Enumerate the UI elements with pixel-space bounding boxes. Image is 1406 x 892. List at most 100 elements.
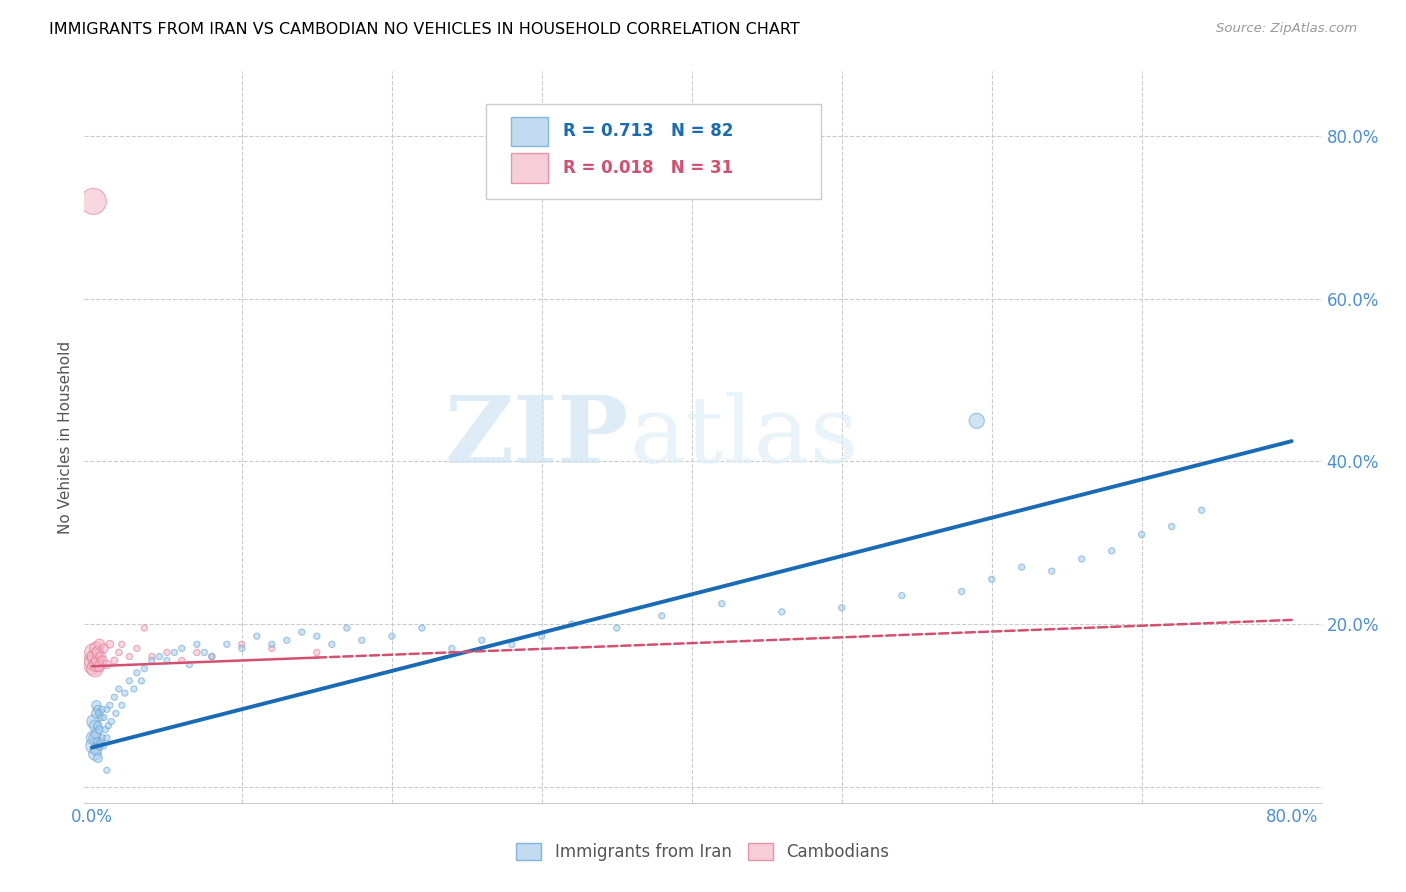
Point — [93, 710, 115, 724]
Text: Source: ZipAtlas.com: Source: ZipAtlas.com — [1216, 22, 1357, 36]
Point — [98, 637, 121, 651]
Point — [111, 637, 134, 651]
Point — [82, 657, 104, 672]
Point — [125, 665, 148, 680]
Point — [82, 714, 104, 729]
Point — [86, 743, 108, 757]
Point — [980, 572, 1002, 586]
Point — [87, 654, 110, 668]
Point — [108, 681, 131, 696]
Text: R = 0.018   N = 31: R = 0.018 N = 31 — [564, 159, 734, 177]
Point — [86, 641, 108, 656]
Point — [125, 641, 148, 656]
Point — [118, 649, 141, 664]
FancyBboxPatch shape — [512, 117, 548, 146]
Point — [87, 645, 110, 659]
Point — [186, 637, 208, 651]
Point — [91, 702, 114, 716]
Point — [83, 718, 105, 732]
Point — [1070, 552, 1092, 566]
Point — [966, 414, 988, 428]
Point — [770, 605, 793, 619]
Point — [260, 641, 283, 656]
Point — [91, 654, 114, 668]
Point — [89, 659, 111, 673]
Point — [1130, 527, 1153, 541]
Point — [118, 673, 141, 688]
Point — [201, 649, 224, 664]
Point — [890, 589, 912, 603]
Point — [93, 641, 115, 656]
Point — [831, 600, 853, 615]
Point — [148, 649, 170, 664]
Point — [82, 654, 104, 668]
Point — [231, 637, 253, 651]
Point — [82, 731, 104, 745]
Point — [1191, 503, 1213, 517]
Text: ZIP: ZIP — [444, 392, 628, 482]
Point — [87, 751, 110, 765]
FancyBboxPatch shape — [486, 104, 821, 200]
Legend: Immigrants from Iran, Cambodians: Immigrants from Iran, Cambodians — [510, 836, 896, 868]
Point — [96, 702, 118, 716]
Point — [96, 731, 118, 745]
Point — [90, 735, 112, 749]
Point — [1011, 560, 1033, 574]
Point — [87, 718, 110, 732]
Point — [89, 706, 111, 721]
Point — [231, 641, 253, 656]
Point — [90, 710, 112, 724]
Point — [82, 645, 104, 659]
Point — [134, 621, 156, 635]
Point — [83, 649, 105, 664]
Point — [246, 629, 269, 643]
Point — [381, 629, 404, 643]
Point — [710, 597, 733, 611]
Point — [170, 654, 193, 668]
Point — [561, 617, 583, 632]
Point — [170, 641, 193, 656]
Point — [86, 727, 108, 741]
Point — [94, 723, 117, 737]
Point — [87, 735, 110, 749]
Point — [98, 698, 121, 713]
Point — [103, 690, 125, 705]
Point — [91, 731, 114, 745]
Point — [530, 629, 553, 643]
Point — [83, 662, 105, 676]
Point — [950, 584, 973, 599]
Point — [651, 608, 673, 623]
Point — [1160, 519, 1182, 533]
Point — [108, 645, 131, 659]
Point — [163, 645, 186, 659]
Point — [440, 641, 463, 656]
Point — [215, 637, 238, 651]
FancyBboxPatch shape — [512, 153, 548, 183]
Point — [97, 718, 120, 732]
Y-axis label: No Vehicles in Household: No Vehicles in Household — [58, 341, 73, 533]
Point — [122, 681, 145, 696]
Point — [103, 654, 125, 668]
Point — [82, 739, 104, 753]
Point — [111, 698, 134, 713]
Point — [82, 194, 104, 209]
Point — [201, 649, 224, 664]
Point — [141, 649, 163, 664]
Point — [89, 739, 111, 753]
Point — [1101, 544, 1123, 558]
Text: IMMIGRANTS FROM IRAN VS CAMBODIAN NO VEHICLES IN HOUSEHOLD CORRELATION CHART: IMMIGRANTS FROM IRAN VS CAMBODIAN NO VEH… — [49, 22, 800, 37]
Point — [305, 629, 328, 643]
Point — [83, 747, 105, 761]
Point — [131, 673, 153, 688]
Point — [86, 657, 108, 672]
Point — [89, 723, 111, 737]
Point — [291, 625, 314, 640]
Point — [100, 714, 122, 729]
Text: atlas: atlas — [628, 392, 858, 482]
Point — [87, 702, 110, 716]
Point — [411, 621, 433, 635]
Point — [186, 645, 208, 659]
Point — [179, 657, 201, 672]
Point — [86, 706, 108, 721]
Point — [89, 637, 111, 651]
